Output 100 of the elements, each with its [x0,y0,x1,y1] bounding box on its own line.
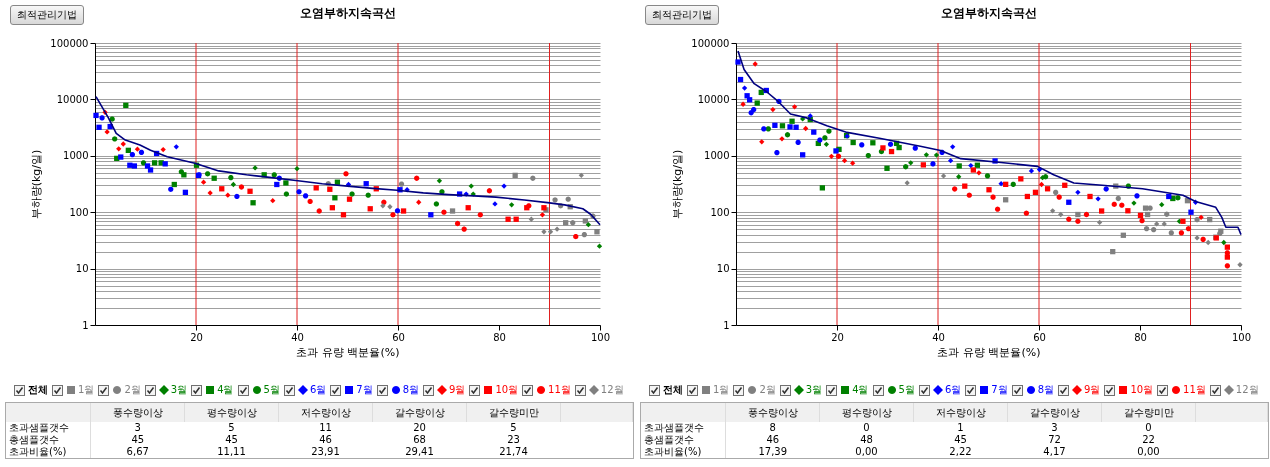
x-axis-title: 초과 유량 백분율(%) [937,345,1041,359]
category-label: 초과샘플갯수 [644,422,704,433]
legend-label: 8월 [1037,383,1054,397]
legend-label: 9월 [1084,383,1101,397]
category-label: 갈수량이상 [1007,403,1102,422]
legend-label: 7월 [991,383,1008,397]
y-tick-label: 10 [716,263,730,275]
text: 0 [1145,422,1152,433]
text: 4,17 [1043,446,1066,457]
text: 8 [769,422,776,433]
x-tick-label: 60 [1033,331,1046,343]
legend-label: 6월 [309,383,327,397]
legend-label: 3월 [805,383,823,397]
text: 6,67 [126,446,149,457]
y-tick-label: 100 [710,206,730,218]
legend-label: 11월 [1183,383,1206,397]
chart-title: 오염부하지속곡선 [940,6,1037,20]
text: 45 [225,434,238,445]
legend-label: 5월 [263,383,280,397]
x-axis-title: 초과 유량 백분율(%) [296,345,400,359]
text: 11 [319,422,332,433]
legend-label: 2월 [124,383,141,397]
category-label: 초과비율(%) [9,446,67,457]
text: 0 [863,422,870,433]
text: 21,74 [499,446,528,457]
legend-label: 2월 [759,383,776,397]
legend-label: 4월 [217,383,234,397]
chart-title: 오염부하지속곡선 [299,6,396,20]
category-label: 갈수량미만 [466,403,561,422]
y-axis-title: 부하량(kg/일) [671,149,685,220]
legend-label: 12월 [600,383,624,397]
text: 23 [507,434,520,445]
text: 3 [1051,422,1058,433]
category-label: 저수량이상 [278,403,373,422]
y-tick-label: 1000 [63,150,89,162]
legend-label: 6월 [944,383,962,397]
y-tick-label: 1000 [704,150,730,162]
category-label: 풍수량이상 [725,403,820,422]
y-tick-label: 1 [82,319,89,331]
text: 2,22 [949,446,972,457]
text: 0,00 [1137,446,1160,457]
legend-label: 3월 [170,383,188,397]
x-tick-label: 100 [590,331,611,343]
text: 68 [413,434,426,445]
legend-title: 전체 [28,383,48,397]
text: 45 [131,434,145,445]
text: 5 [510,422,517,433]
text: 최적관리기법 [10,5,84,25]
y-tick-label: 1 [723,319,730,331]
y-tick-label: 100 [69,206,89,218]
x-tick-label: 80 [493,331,506,343]
text: 최적관리기법 [645,5,719,25]
y-axis-title: 부하량(kg/일) [30,149,44,220]
y-tick-label: 100000 [691,37,730,49]
text: 5 [228,422,235,433]
x-tick-label: 100 [1231,331,1252,343]
text: 20 [413,422,426,433]
category-label: 초과비율(%) [644,446,702,457]
text: 29,41 [405,446,434,457]
legend-label: 10월 [1130,383,1154,397]
y-tick-label: 10000 [697,93,730,105]
text: 48 [860,434,873,445]
x-tick-label: 40 [291,331,304,343]
y-tick-label: 100000 [50,37,89,49]
legend-label: 1월 [713,383,730,397]
legend-label: 1월 [78,383,95,397]
category-label: 총샘플갯수 [9,434,59,445]
text: 46 [319,434,332,445]
category-label: 평수량이상 [819,403,914,422]
legend-label: 8월 [402,383,419,397]
x-tick-label: 80 [1134,331,1147,343]
category-label: 저수량이상 [913,403,1008,422]
x-tick-label: 20 [190,331,203,343]
category-label: 갈수량이상 [372,403,467,422]
text: 45 [954,434,967,445]
text: 23,91 [311,446,340,457]
legend-label: 5월 [898,383,915,397]
text: 17,39 [758,446,788,457]
legend-label: 12월 [1235,383,1259,397]
text: 22 [1142,434,1155,445]
text: 1 [957,422,964,433]
legend-label: 9월 [449,383,466,397]
category-label: 평수량이상 [184,403,279,422]
category-label: 갈수량미만 [1101,403,1196,422]
legend-title: 전체 [663,383,683,397]
legend-label: 11월 [548,383,571,397]
text: 46 [766,434,780,445]
x-tick-label: 60 [392,331,405,343]
y-tick-label: 10000 [56,93,89,105]
text: 0,00 [855,446,878,457]
legend-label: 4월 [852,383,869,397]
category-label: 초과샘플갯수 [9,422,69,433]
legend-label: 10월 [495,383,519,397]
legend-label: 7월 [356,383,373,397]
text: 11,11 [217,446,246,457]
text: 72 [1048,434,1061,445]
x-tick-label: 40 [932,331,945,343]
category-label: 풍수량이상 [90,403,185,422]
category-label: 총샘플갯수 [644,434,694,445]
x-tick-label: 20 [831,331,844,343]
